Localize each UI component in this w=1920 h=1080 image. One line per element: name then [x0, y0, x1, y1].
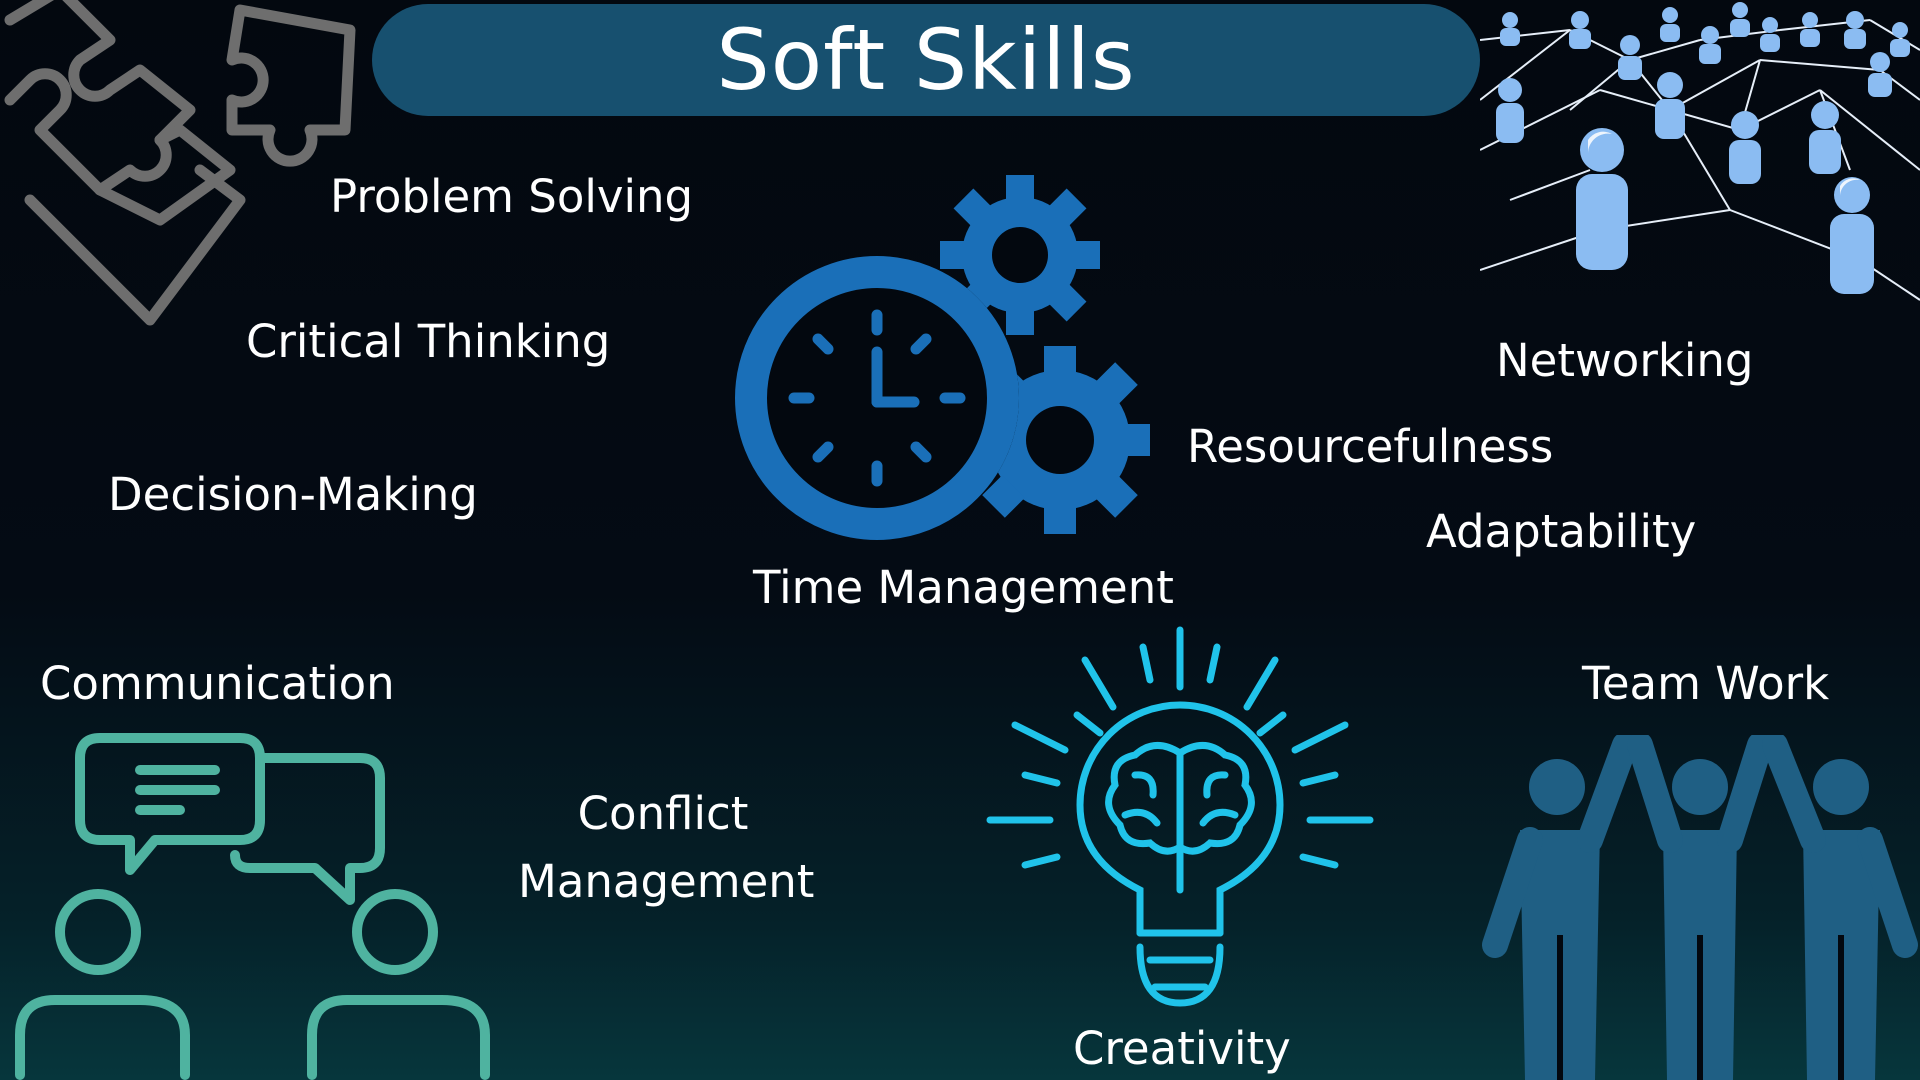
- skill-decision-making: Decision-Making: [108, 468, 478, 521]
- skill-conflict-management-line1: Conflict: [577, 787, 749, 840]
- people-network-icon: [1480, 2, 1920, 301]
- skill-adaptability: Adaptability: [1426, 505, 1697, 558]
- skill-critical-thinking: Critical Thinking: [246, 315, 611, 368]
- skill-resourcefulness: Resourcefulness: [1187, 420, 1554, 473]
- puzzle-icon: [4, 0, 356, 326]
- skill-creativity: Creativity: [1073, 1022, 1291, 1075]
- team-high-five-icon: [1482, 735, 1918, 1080]
- chat-people-icon: [15, 733, 490, 1080]
- skill-team-work: Team Work: [1582, 657, 1830, 710]
- page-title: Soft Skills: [716, 11, 1136, 109]
- skill-networking: Networking: [1496, 334, 1754, 387]
- skill-problem-solving: Problem Solving: [330, 170, 694, 223]
- skill-conflict-management: Conflict Management: [518, 780, 815, 916]
- skill-time-management: Time Management: [753, 561, 1174, 614]
- lightbulb-brain-icon: [986, 626, 1374, 1007]
- skill-communication: Communication: [40, 657, 395, 710]
- skill-conflict-management-line2: Management: [518, 855, 815, 908]
- title-bar: Soft Skills: [372, 4, 1480, 116]
- clock-gears-icon: [735, 175, 1150, 540]
